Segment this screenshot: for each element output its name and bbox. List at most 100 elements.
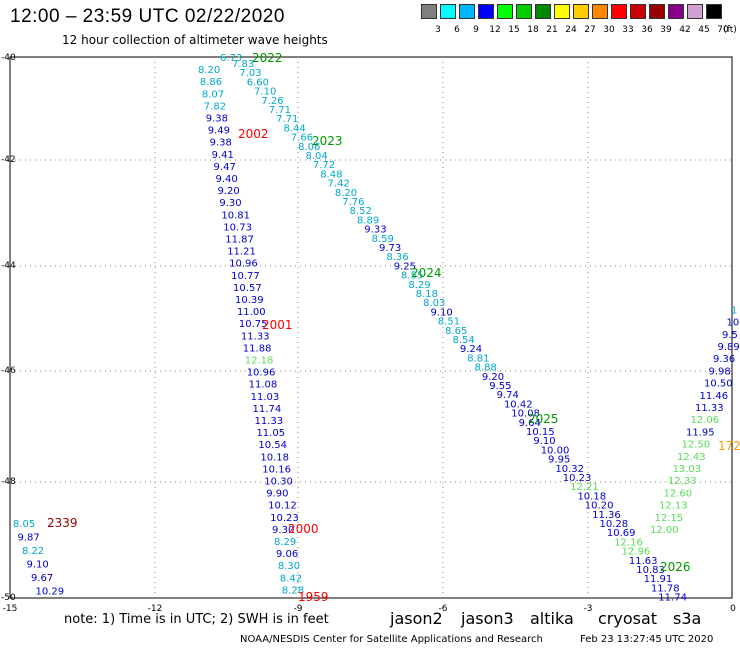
scale-swatch [497, 4, 513, 19]
swh-value: 12.60 [664, 488, 693, 499]
swh-value: 11.05 [256, 428, 285, 439]
pass-label: 1959 [298, 590, 329, 604]
swh-value: 9.38 [210, 138, 232, 149]
swh-value: 9.10 [430, 307, 452, 318]
swh-value: 8.28 [282, 585, 304, 596]
map-gridlines [10, 57, 732, 598]
latitude-label: -44 [1, 261, 16, 271]
swh-value: 8.29 [408, 280, 430, 291]
swh-value: 8.05 [13, 519, 35, 530]
swh-value: 9.74 [497, 390, 519, 401]
pass-label: 2001 [262, 318, 293, 332]
scale-swatch [516, 4, 532, 19]
scale-tick-label: 3 [435, 25, 441, 35]
scale-swatch [649, 4, 665, 19]
swh-value: 10.77 [231, 271, 260, 282]
swh-value: 11.36 [592, 510, 621, 521]
swh-value: 8.07 [202, 89, 224, 100]
longitude-label: -3 [584, 604, 593, 614]
swh-value: 8.81 [467, 353, 489, 364]
swh-value: 8.20 [335, 188, 357, 199]
scale-tick-label: 6 [454, 25, 460, 35]
swh-value: 10.30 [264, 477, 293, 488]
swh-value: 8.30 [278, 561, 300, 572]
swh-value: 8.55 [401, 271, 423, 282]
swh-value: 8.52 [350, 206, 372, 217]
scale-swatch [535, 4, 551, 19]
swh-value: 10.12 [268, 501, 297, 512]
swh-value: 7.72 [313, 160, 335, 171]
latitude-label: -42 [1, 155, 16, 165]
swh-value: 10.29 [36, 587, 65, 598]
swh-value: 12.18 [245, 356, 274, 367]
longitude-label: 0 [730, 604, 736, 614]
swh-value: 10.96 [229, 259, 258, 270]
scale-swatch [459, 4, 475, 19]
scale-tick-label: 15 [508, 25, 520, 35]
scale-tick-label: 42 [679, 25, 691, 35]
scale-tick-label: 30 [603, 25, 615, 35]
swh-value: 10.16 [262, 464, 291, 475]
swh-value: 8.36 [386, 252, 408, 263]
swh-value: 12.13 [659, 501, 688, 512]
pass-label: 172 [718, 439, 740, 453]
swh-value: 8.20 [198, 65, 220, 76]
scale-swatch [478, 4, 494, 19]
scale-tick-label: 24 [565, 25, 577, 35]
pass-labels: 2022 2023 2024 2025 2026 2002 2001 2000 1959 2339… [47, 51, 740, 604]
legend-s3a: s3a [673, 609, 702, 628]
swh-value: 12.50 [682, 440, 711, 451]
footer-note: note: 1) Time is in UTC; 2) SWH is in fe… [64, 612, 329, 627]
swh-value: 11.91 [644, 574, 673, 585]
swh-value: 8.44 [283, 123, 305, 134]
swh-value: 9.30 [219, 198, 241, 209]
swh-value: 9.90 [266, 489, 288, 500]
swh-value: 9.30 [272, 525, 294, 536]
swh-value: 7.10 [254, 87, 276, 98]
swh-value: 7.76 [342, 197, 364, 208]
pass-label: 2024 [411, 266, 442, 280]
scale-tick-label: 12 [489, 25, 501, 35]
swh-value: 10.83 [636, 565, 665, 576]
swh-value: 9.10 [27, 560, 49, 571]
scale-tick-label: 33 [622, 25, 634, 35]
swh-value: 11.87 [225, 235, 254, 246]
swh-value: 11.74 [658, 593, 687, 604]
map-subtitle: 12 hour collection of altimeter wave hei… [62, 33, 328, 47]
scale-swatch [687, 4, 703, 19]
swh-value: 7.71 [269, 105, 291, 116]
scale-unit: (ft) [723, 25, 737, 35]
swh-value: 12.21 [570, 482, 599, 493]
swh-value: 8.22 [22, 546, 44, 557]
latitude-label: -50 [1, 593, 16, 603]
longitude-label: -6 [439, 604, 448, 614]
swh-value: 8.88 [475, 363, 497, 374]
swh-value: 9.67 [31, 573, 53, 584]
swh-value: 10.81 [221, 210, 250, 221]
latitude-label: -40 [1, 53, 16, 63]
swh-value: 8.48 [320, 169, 342, 180]
swh-value: 11.88 [243, 343, 272, 354]
scale-swatch [421, 4, 437, 19]
swh-value: 10.96 [247, 368, 276, 379]
scale-tick-label: 45 [698, 25, 710, 35]
scale-swatch [706, 4, 722, 19]
swh-value: 11.21 [227, 247, 256, 258]
pass-label: 2002 [238, 127, 269, 141]
swh-value: 11.46 [700, 391, 729, 402]
longitude-label: -15 [3, 604, 18, 614]
swh-value: 11.08 [249, 380, 278, 391]
pass-label: 2025 [528, 412, 559, 426]
scale-swatch [554, 4, 570, 19]
swh-value: 9.38 [206, 114, 228, 125]
swh-value: 11.33 [241, 331, 270, 342]
swh-value: 11.33 [695, 403, 724, 414]
swh-value: 9.06 [276, 549, 298, 560]
latitude-labels: -40 -42 -44 -46 -48 -50 [1, 53, 16, 603]
map-frame [9, 56, 733, 599]
swh-value: 10.39 [235, 295, 264, 306]
swh-value: 6.73 [220, 53, 242, 64]
swh-value: 7.66 [291, 133, 313, 144]
swh-value: 8.59 [372, 234, 394, 245]
